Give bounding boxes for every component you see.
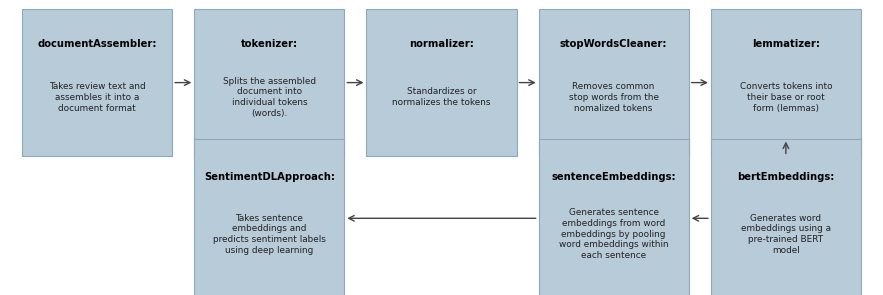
FancyBboxPatch shape (366, 9, 517, 156)
FancyBboxPatch shape (711, 139, 861, 295)
Text: Splits the assembled
document into
individual tokens
(words).: Splits the assembled document into indiv… (223, 77, 316, 118)
Text: Standardizes or
normalizes the tokens: Standardizes or normalizes the tokens (392, 88, 491, 107)
Text: bertEmbeddings:: bertEmbeddings: (737, 172, 834, 182)
Text: Generates sentence
embeddings from word
embeddings by pooling
word embeddings wi: Generates sentence embeddings from word … (559, 208, 668, 260)
Text: normalizer:: normalizer: (409, 39, 474, 49)
Text: lemmatizer:: lemmatizer: (751, 39, 820, 49)
FancyBboxPatch shape (194, 139, 344, 295)
FancyBboxPatch shape (711, 9, 861, 156)
FancyBboxPatch shape (22, 9, 172, 156)
Text: stopWordsCleaner:: stopWordsCleaner: (560, 39, 668, 49)
Text: Takes sentence
embeddings and
predicts sentiment labels
using deep learning: Takes sentence embeddings and predicts s… (213, 214, 326, 255)
Text: Removes common
stop words from the
nomalized tokens: Removes common stop words from the nomal… (569, 82, 659, 113)
FancyBboxPatch shape (194, 9, 344, 156)
FancyBboxPatch shape (539, 9, 689, 156)
Text: sentenceEmbeddings:: sentenceEmbeddings: (551, 172, 676, 182)
Text: Converts tokens into
their base or root
form (lemmas): Converts tokens into their base or root … (740, 82, 832, 113)
Text: Generates word
embeddings using a
pre-trained BERT
model: Generates word embeddings using a pre-tr… (741, 214, 831, 255)
FancyBboxPatch shape (539, 139, 689, 295)
Text: documentAssembler:: documentAssembler: (37, 39, 157, 49)
Text: tokenizer:: tokenizer: (241, 39, 298, 49)
Text: SentimentDLApproach:: SentimentDLApproach: (204, 172, 335, 182)
Text: Takes review text and
assembles it into a
document format: Takes review text and assembles it into … (49, 82, 146, 113)
